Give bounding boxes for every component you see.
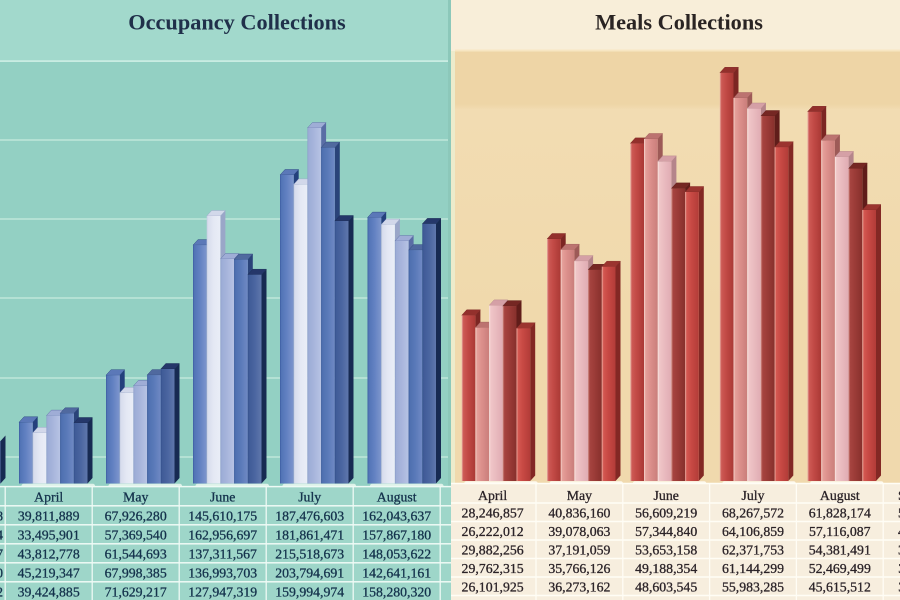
svg-text:37,191,059: 37,191,059 xyxy=(548,543,610,558)
svg-text:203,794,691: 203,794,691 xyxy=(275,565,344,580)
svg-text:39,078,063: 39,078,063 xyxy=(548,524,610,539)
svg-text:187,476,603: 187,476,603 xyxy=(275,508,344,523)
svg-text:29,882,256: 29,882,256 xyxy=(462,543,524,558)
svg-text:162,043,637: 162,043,637 xyxy=(362,508,431,523)
svg-text:45,615,512: 45,615,512 xyxy=(809,580,871,595)
svg-text:57,369,540: 57,369,540 xyxy=(105,527,167,542)
svg-text:June: June xyxy=(210,490,235,505)
svg-text:May: May xyxy=(123,490,148,505)
svg-text:0,907,112: 0,907,112 xyxy=(0,584,3,599)
svg-text:54,381,491: 54,381,491 xyxy=(809,543,871,558)
svg-text:28,246,857: 28,246,857 xyxy=(462,506,524,521)
svg-text:67,926,280: 67,926,280 xyxy=(105,508,167,523)
svg-text:39,811,889: 39,811,889 xyxy=(18,508,80,523)
svg-text:145,610,175: 145,610,175 xyxy=(188,508,257,523)
svg-text:71,629,217: 71,629,217 xyxy=(105,584,167,599)
svg-text:67,998,385: 67,998,385 xyxy=(105,565,167,580)
svg-text:Occupancy Collections: Occupancy Collections xyxy=(128,10,346,35)
svg-text:40,836,160: 40,836,160 xyxy=(548,506,610,521)
svg-text:57,116,087: 57,116,087 xyxy=(809,524,871,539)
svg-text:158,280,320: 158,280,320 xyxy=(362,584,431,599)
svg-text:68,267,572: 68,267,572 xyxy=(722,506,784,521)
svg-text:36,273,162: 36,273,162 xyxy=(548,580,610,595)
svg-text:August: August xyxy=(377,490,417,505)
svg-text:39,424,885: 39,424,885 xyxy=(18,584,80,599)
svg-text:September: September xyxy=(898,488,900,503)
svg-text:33,495,901: 33,495,901 xyxy=(18,527,80,542)
svg-text:35,766,126: 35,766,126 xyxy=(548,561,610,576)
svg-text:45,219,347: 45,219,347 xyxy=(18,565,80,580)
svg-text:26,222,012: 26,222,012 xyxy=(462,524,524,539)
svg-text:53,653,158: 53,653,158 xyxy=(635,543,697,558)
svg-text:136,993,703: 136,993,703 xyxy=(188,565,257,580)
svg-text:8,103,664: 8,103,664 xyxy=(0,527,3,542)
svg-text:48,603,545: 48,603,545 xyxy=(635,580,697,595)
svg-text:148,053,622: 148,053,622 xyxy=(362,546,431,561)
svg-text:May: May xyxy=(567,488,592,503)
svg-text:1,245,908: 1,245,908 xyxy=(0,508,3,523)
svg-text:6,118,450: 6,118,450 xyxy=(0,565,3,580)
svg-text:49,188,354: 49,188,354 xyxy=(635,561,697,576)
svg-text:162,956,697: 162,956,697 xyxy=(188,527,257,542)
svg-text:June: June xyxy=(654,488,679,503)
svg-text:61,144,299: 61,144,299 xyxy=(722,561,784,576)
svg-text:127,947,319: 127,947,319 xyxy=(188,584,257,599)
svg-text:April: April xyxy=(34,490,63,505)
svg-text:48,120,334: 48,120,334 xyxy=(898,524,900,539)
svg-text:52,469,499: 52,469,499 xyxy=(809,561,871,576)
svg-text:64,106,859: 64,106,859 xyxy=(722,524,784,539)
svg-text:April: April xyxy=(478,488,507,503)
svg-text:157,867,180: 157,867,180 xyxy=(362,527,431,542)
svg-text:55,983,285: 55,983,285 xyxy=(722,580,784,595)
svg-text:61,828,174: 61,828,174 xyxy=(809,506,871,521)
svg-text:5,220,197: 5,220,197 xyxy=(0,546,3,561)
svg-text:July: July xyxy=(742,488,765,503)
svg-text:181,861,471: 181,861,471 xyxy=(275,527,344,542)
svg-text:51,234,567: 51,234,567 xyxy=(898,506,900,521)
svg-text:43,812,778: 43,812,778 xyxy=(18,546,80,561)
svg-text:August: August xyxy=(820,488,860,503)
svg-text:33,908,114: 33,908,114 xyxy=(898,580,900,595)
svg-text:56,609,219: 56,609,219 xyxy=(635,506,697,521)
svg-text:57,344,840: 57,344,840 xyxy=(635,524,697,539)
svg-text:215,518,673: 215,518,673 xyxy=(275,546,344,561)
svg-text:137,311,567: 137,311,567 xyxy=(188,546,257,561)
svg-text:159,994,974: 159,994,974 xyxy=(275,584,344,599)
svg-text:142,641,161: 142,641,161 xyxy=(362,565,431,580)
svg-text:Meals Collections: Meals Collections xyxy=(595,10,763,35)
svg-text:26,101,925: 26,101,925 xyxy=(462,580,524,595)
svg-text:36,110,276: 36,110,276 xyxy=(898,561,900,576)
svg-text:39,887,021: 39,887,021 xyxy=(898,543,900,558)
svg-text:July: July xyxy=(298,490,321,505)
svg-text:61,544,693: 61,544,693 xyxy=(105,546,167,561)
svg-text:29,762,315: 29,762,315 xyxy=(462,561,524,576)
svg-text:62,371,753: 62,371,753 xyxy=(722,543,784,558)
